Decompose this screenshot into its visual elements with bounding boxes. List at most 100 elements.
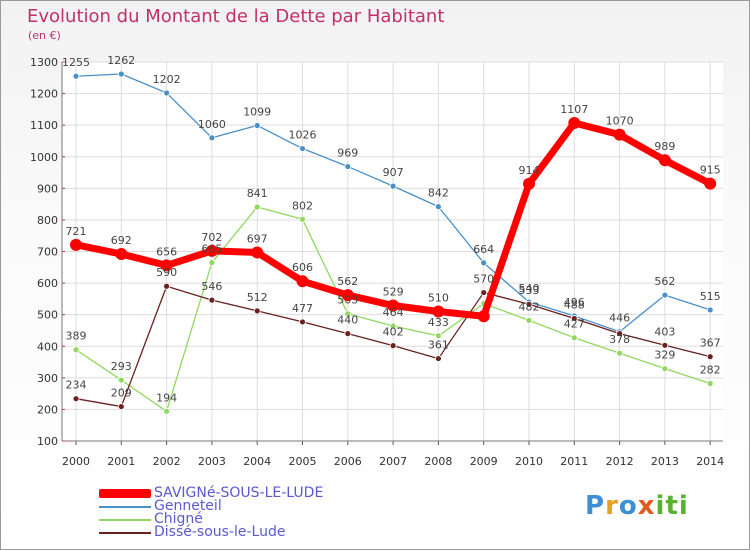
data-label: 546 [201,280,222,293]
legend-swatch [99,531,151,534]
data-point [477,310,490,323]
data-point [525,300,533,308]
data-label: 570 [473,273,494,286]
data-label: 440 [337,314,358,327]
x-tick-label: 2010 [515,455,543,468]
data-point [434,332,442,340]
data-label: 802 [292,199,313,212]
legend-swatch [99,505,151,508]
data-point [661,365,669,373]
x-tick-label: 2011 [560,455,588,468]
data-point [706,380,714,387]
data-label: 234 [66,379,87,392]
data-point [525,316,533,324]
data-label: 433 [428,316,449,329]
data-point [117,376,125,384]
y-tick-label: 500 [37,309,58,322]
legend-item: Genneteil [99,499,323,513]
data-label: 482 [519,300,540,313]
data-label: 496 [564,296,585,309]
data-label: 510 [428,292,449,305]
data-point [344,163,352,170]
data-point [434,203,442,211]
data-label: 1099 [243,105,271,118]
data-label: 533 [519,284,540,297]
data-point [208,259,216,266]
data-point [706,306,714,314]
data-point [434,355,442,362]
data-point [344,330,352,338]
chart-unit: (en €) [28,29,61,42]
data-point [568,116,581,129]
data-point [658,154,671,167]
y-tick-label: 100 [37,435,58,448]
data-point [72,72,80,80]
data-label: 969 [337,147,358,160]
data-point [616,330,623,338]
legend-item: SAVIGNé-SOUS-LE-LUDE [99,486,323,500]
data-label: 914 [519,164,540,177]
x-tick-label: 2004 [243,455,271,468]
data-label: 697 [247,232,268,245]
data-label: 529 [383,286,404,299]
data-point [299,145,306,152]
data-label: 702 [201,231,222,244]
data-point [523,177,535,190]
y-tick-label: 900 [37,182,58,195]
data-label: 1255 [62,56,90,69]
x-tick-label: 2006 [334,455,362,468]
x-tick-label: 2005 [289,455,317,468]
data-label: 841 [247,187,268,200]
x-tick-label: 2008 [424,455,452,468]
data-label: 692 [111,234,132,247]
data-label: 907 [383,166,404,179]
data-label: 562 [654,275,675,288]
data-point [387,299,400,312]
data-label: 477 [292,302,313,315]
data-point [570,315,578,322]
data-point [72,346,80,354]
data-label: 515 [700,290,721,303]
data-point [296,275,309,288]
y-tick-label: 300 [37,372,58,385]
data-label: 562 [337,275,358,288]
data-point [480,259,488,267]
legend-swatch [99,489,151,498]
data-point [72,395,80,403]
data-label: 721 [66,225,87,238]
data-label: 842 [428,187,449,200]
data-label: 361 [428,339,449,352]
legend-label: Chigné [154,511,203,527]
data-label: 1026 [289,129,317,142]
data-point [706,353,714,361]
legend-swatch [99,518,151,521]
data-label: 512 [247,291,268,304]
data-point [251,246,264,259]
legend-item: Dissé-sous-le-Lude [99,525,323,539]
data-label: 1107 [560,103,588,116]
data-label: 194 [156,391,177,404]
data-point [160,259,173,272]
data-point [480,289,488,296]
x-tick-label: 2001 [107,455,135,468]
data-point [389,342,397,350]
x-tick-label: 2003 [198,455,226,468]
proxiti-logo: Proxiti [585,491,689,521]
legend: SAVIGNé-SOUS-LE-LUDE Genneteil Chigné Di… [99,486,323,539]
data-point [205,244,218,257]
data-point [341,289,354,302]
data-label: 427 [564,318,585,331]
data-label: 488 [564,298,585,311]
data-point [389,322,397,330]
data-label: 389 [66,330,87,343]
data-point [661,291,669,299]
data-label: 446 [609,312,630,325]
data-point [208,134,216,142]
data-point [389,182,397,190]
data-point [70,238,82,251]
data-label: 1262 [107,54,135,67]
x-tick-label: 2012 [606,455,634,468]
data-point [253,122,261,129]
